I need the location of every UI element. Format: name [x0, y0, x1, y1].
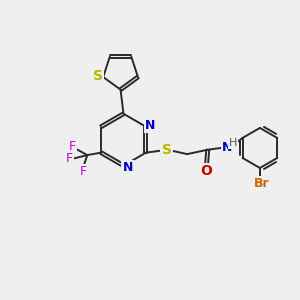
- Text: N: N: [222, 141, 232, 154]
- Text: F: F: [66, 152, 73, 165]
- Text: F: F: [79, 165, 86, 178]
- Text: S: S: [93, 69, 103, 82]
- Text: N: N: [145, 119, 155, 132]
- Text: O: O: [200, 164, 212, 178]
- Text: N: N: [122, 160, 133, 174]
- Text: Br: Br: [254, 177, 269, 190]
- Text: S: S: [162, 143, 172, 157]
- Text: H: H: [229, 138, 238, 148]
- Text: F: F: [68, 140, 76, 153]
